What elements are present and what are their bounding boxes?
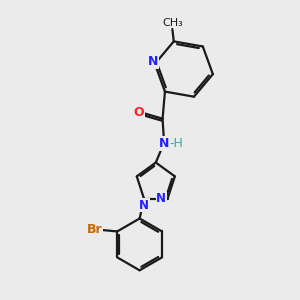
Text: N: N xyxy=(159,137,169,150)
Text: -H: -H xyxy=(169,137,183,150)
Text: CH₃: CH₃ xyxy=(162,17,183,28)
Text: N: N xyxy=(148,55,159,68)
Text: O: O xyxy=(134,106,144,119)
Text: Br: Br xyxy=(87,224,102,236)
Text: N: N xyxy=(156,192,166,205)
Text: N: N xyxy=(139,199,149,212)
